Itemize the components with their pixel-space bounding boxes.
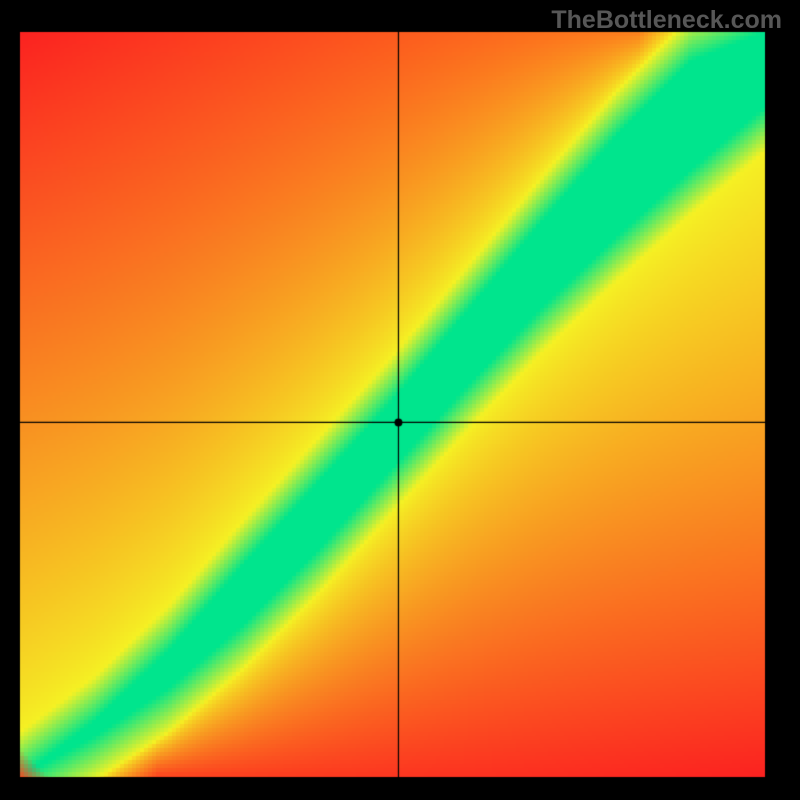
- heatmap-plot: [0, 0, 800, 800]
- watermark-text: TheBottleneck.com: [551, 6, 782, 35]
- chart-container: TheBottleneck.com: [0, 0, 800, 800]
